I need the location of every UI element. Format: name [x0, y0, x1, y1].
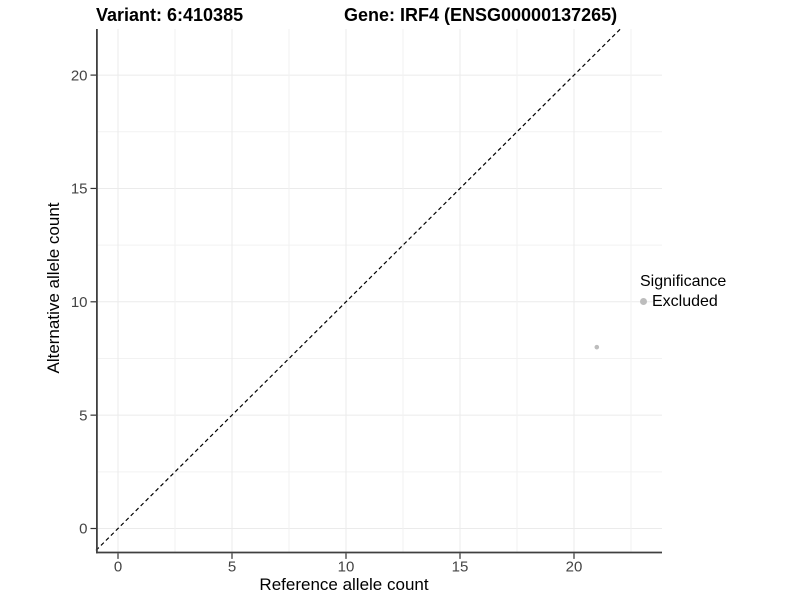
y-tick-label: 0	[79, 521, 87, 538]
plot-panel: 0 5 10 15 20 0 5 10 15 20	[71, 28, 662, 576]
x-tick-label: 5	[228, 559, 236, 576]
identity-line	[95, 28, 621, 551]
legend-item-excluded: Excluded	[640, 292, 726, 311]
x-tick-label: 20	[566, 559, 583, 576]
gene-title: Gene: IRF4 (ENSG00000137265)	[344, 5, 618, 25]
y-tick-label: 10	[71, 294, 88, 311]
y-tick-label: 15	[71, 181, 88, 198]
x-tick-label: 15	[452, 559, 469, 576]
y-axis-title: Alternative allele count	[44, 202, 63, 374]
legend-item-label: Excluded	[652, 293, 718, 310]
x-tick-label: 10	[338, 559, 355, 576]
y-tick-label: 5	[79, 407, 87, 424]
x-tick-label: 0	[114, 559, 122, 576]
legend: Significance Excluded	[640, 272, 726, 311]
legend-key-dot	[640, 298, 647, 305]
data-point	[594, 344, 600, 350]
variant-title: Variant: 6:410385	[96, 5, 244, 25]
x-axis-title: Reference allele count	[259, 575, 429, 594]
y-tick-label: 20	[71, 67, 88, 84]
legend-title: Significance	[640, 273, 727, 290]
